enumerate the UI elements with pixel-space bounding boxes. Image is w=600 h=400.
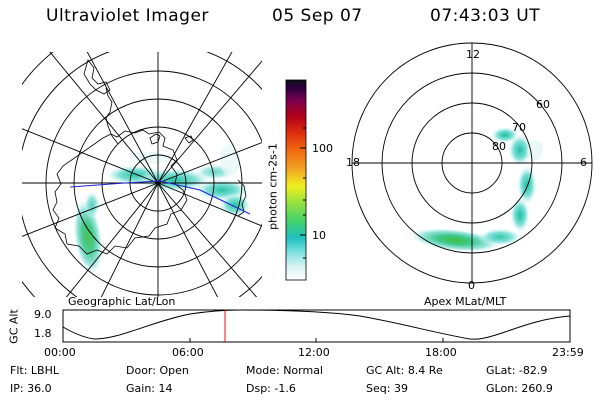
- colorbar-unit-label: photon cm-2s-1: [267, 132, 280, 242]
- footer-glon-key: GLon:: [486, 382, 518, 395]
- footer-gcalt: GC Alt: 8.4 Re: [366, 364, 443, 377]
- alt-ylabel-text: GC Alt: [7, 309, 21, 344]
- footer-gain: Gain: 14: [126, 382, 173, 395]
- geo-panel-label: Geographic Lat/Lon: [68, 295, 176, 308]
- geo-longitude-grid: [22, 52, 262, 297]
- alt-xtick-2359: 23:59: [552, 346, 584, 359]
- mlt-label-12: 12: [466, 48, 480, 61]
- footer-gain-key: Gain:: [126, 382, 155, 395]
- footer-seq: Seq: 39: [366, 382, 408, 395]
- color-bar: [285, 79, 307, 281]
- mag-panel-label: Apex MLat/MLT: [424, 295, 507, 308]
- footer-glat-value: -82.9: [518, 364, 548, 377]
- footer-flt: Flt: LBHL: [10, 364, 59, 377]
- date-label: 05 Sep 07: [272, 6, 363, 26]
- footer-mode: Mode: Normal: [246, 364, 323, 377]
- footer-ip-key: IP:: [10, 382, 24, 395]
- footer-gain-value: 14: [158, 382, 173, 395]
- footer-door-key: Door:: [126, 364, 156, 377]
- footer-ip-value: 36.0: [27, 382, 52, 395]
- footer-dsp: Dsp: -1.6: [246, 382, 296, 395]
- antarctica-coastline: [52, 129, 188, 255]
- footer-gcalt-key: GC Alt:: [366, 364, 405, 377]
- footer-glat: GLat: -82.9: [486, 364, 547, 377]
- footer-door: Door: Open: [126, 364, 189, 377]
- alt-ytick-min: 1.8: [34, 327, 52, 340]
- footer-door-value: Open: [159, 364, 189, 377]
- footer-mode-key: Mode:: [246, 364, 280, 377]
- footer-flt-value: LBHL: [30, 364, 59, 377]
- colorbar-unit-text: photon cm-2s-1: [266, 143, 280, 230]
- instrument-title: Ultraviolet Imager: [46, 6, 209, 26]
- footer-ip: IP: 36.0: [10, 382, 52, 395]
- footer-dsp-value: -1.6: [274, 382, 296, 395]
- colorbar-tick-10: 10: [312, 229, 326, 242]
- footer-glat-key: GLat:: [486, 364, 516, 377]
- south-america-coastline: [83, 59, 111, 95]
- terminator-line: [69, 180, 251, 215]
- alt-xtick-1200: 12:00: [298, 346, 330, 359]
- mlt-label-0: 0: [468, 279, 475, 292]
- mlt-label-18: 18: [346, 156, 360, 169]
- mag-auroral-oval: [410, 127, 543, 252]
- footer-glon: GLon: 260.9: [486, 382, 553, 395]
- alt-xtick-0000: 00:00: [44, 346, 76, 359]
- mlat-label-80: 80: [492, 140, 506, 153]
- mlt-label-6: 6: [580, 156, 587, 169]
- alt-ytick-max: 9.0: [34, 308, 52, 321]
- magnetic-map: [351, 42, 593, 284]
- footer-flt-key: Flt:: [10, 364, 28, 377]
- footer-seq-key: Seq:: [366, 382, 391, 395]
- colorbar-tick-100: 100: [312, 142, 333, 155]
- alt-ylabel: GC Alt: [8, 307, 21, 347]
- alt-xtick-0600: 06:00: [172, 346, 204, 359]
- footer-glon-value: 260.9: [521, 382, 553, 395]
- alt-xtick-1800: 18:00: [425, 346, 457, 359]
- mlat-label-70: 70: [512, 121, 526, 134]
- mlat-label-60: 60: [536, 98, 550, 111]
- footer-gcalt-value: 8.4 Re: [407, 364, 443, 377]
- footer-seq-value: 39: [393, 382, 408, 395]
- mag-mlt-grid: [352, 43, 592, 283]
- geo-auroral-oval: [73, 144, 251, 275]
- altitude-plot: [62, 309, 571, 343]
- altitude-curve: [62, 309, 571, 340]
- geographic-map: [22, 52, 262, 297]
- footer-mode-value: Normal: [283, 364, 323, 377]
- footer-dsp-key: Dsp:: [246, 382, 271, 395]
- time-label: 07:43:03 UT: [430, 6, 541, 26]
